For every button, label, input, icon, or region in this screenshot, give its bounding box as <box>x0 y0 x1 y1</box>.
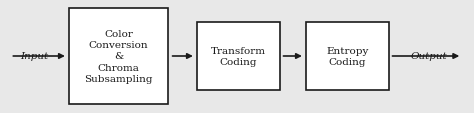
Text: Entropy
Coding: Entropy Coding <box>326 47 368 66</box>
Bar <box>69 9 168 104</box>
Text: Output: Output <box>410 52 447 61</box>
Text: Input: Input <box>20 52 49 61</box>
Text: Color
Conversion
&
Chroma
Subsampling: Color Conversion & Chroma Subsampling <box>84 30 153 83</box>
Bar <box>306 23 389 90</box>
Bar <box>197 23 280 90</box>
Text: Transform
Coding: Transform Coding <box>210 47 266 66</box>
